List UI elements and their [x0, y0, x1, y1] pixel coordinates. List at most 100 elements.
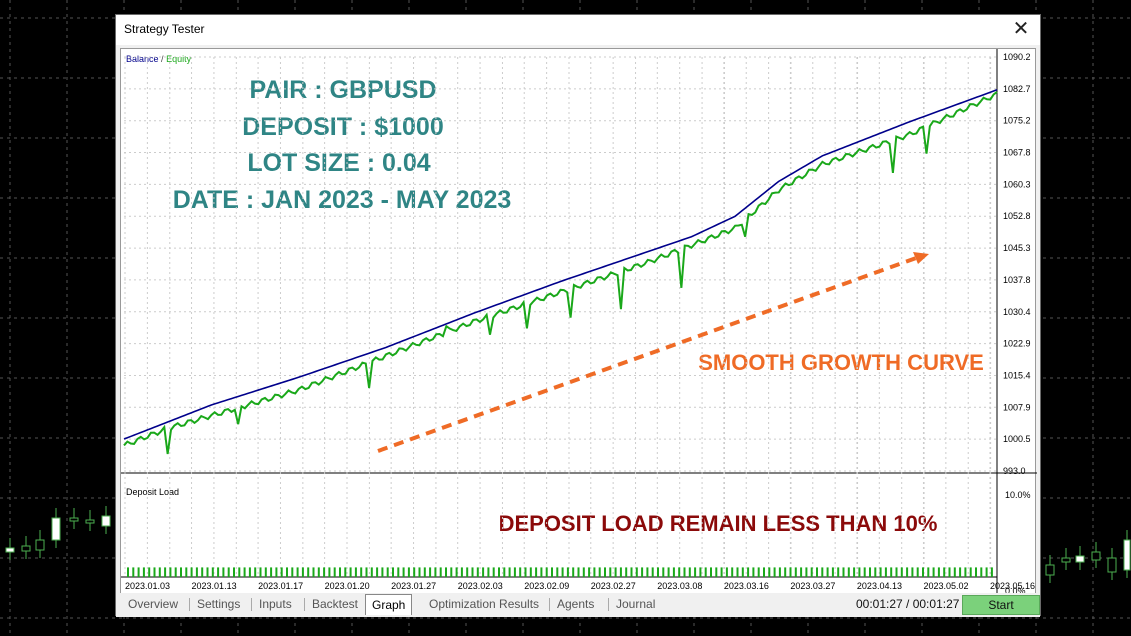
deposit-load-bar: [641, 567, 644, 577]
y-tick-label: 1015.4: [1003, 370, 1031, 380]
legend-balance: Balance: [126, 54, 159, 64]
deposit-load-bar: [503, 567, 506, 577]
tab-settings[interactable]: Settings: [197, 597, 241, 611]
deposit-load-bar: [529, 567, 532, 577]
tab-inputs[interactable]: Inputs: [259, 597, 292, 611]
deposit-load-bar: [990, 567, 993, 577]
growth-annotation: SMOOTH GROWTH CURVE: [698, 350, 984, 375]
tab-journal[interactable]: Journal: [616, 597, 656, 611]
deposit-load-bar: [937, 567, 940, 577]
deposit-load-bar: [890, 567, 893, 577]
close-icon[interactable]: ✕: [1012, 18, 1030, 40]
deposit-load-bar: [593, 567, 596, 577]
deposit-load-bar: [895, 567, 898, 577]
deposit-load-bar: [545, 567, 548, 577]
deposit-load-bar: [540, 567, 543, 577]
legend: Balance / Equity: [126, 54, 192, 64]
info-deposit: DEPOSIT : $1000: [242, 113, 443, 141]
deposit-load-bar: [773, 567, 776, 577]
deposit-load-bar: [916, 567, 919, 577]
deposit-load-bar: [768, 567, 771, 577]
deposit-load-bar: [551, 567, 553, 577]
deposit-load-bar: [763, 567, 765, 577]
deposit-load-bar: [158, 567, 161, 577]
tab-separator: [304, 598, 305, 611]
deposit-load-bar: [980, 567, 983, 577]
strategy-tester-window: Strategy Tester ✕ Balance / Equity PAIR …: [115, 14, 1041, 617]
tab-agents[interactable]: Agents: [557, 597, 595, 611]
info-lot-size: LOT SIZE : 0.04: [247, 149, 430, 177]
x-tick-label: 2023.05.16: [990, 581, 1035, 591]
tab-graph[interactable]: Graph: [365, 594, 413, 615]
deposit-load-bar: [646, 567, 649, 577]
deposit-load-bar: [270, 567, 273, 577]
deposit-load-bar: [254, 567, 257, 577]
deposit-load-bar: [439, 567, 442, 577]
deposit-load-bar: [180, 567, 182, 577]
balance-equity-chart: Balance / Equity PAIR : GBPUSD DEPOSIT :…: [121, 49, 1037, 595]
y-tick-label: 1090.2: [1003, 52, 1031, 62]
deposit-load-bar: [127, 567, 129, 577]
tab-bar: 00:01:27 / 00:01:27 Start Overview Settin…: [116, 593, 1040, 617]
deposit-load-bar: [561, 567, 564, 577]
start-button[interactable]: Start: [962, 595, 1040, 615]
deposit-load-bar: [837, 567, 840, 577]
deposit-load-bar: [164, 567, 167, 577]
deposit-load-bar: [227, 567, 230, 577]
deposit-load-bar: [132, 567, 135, 577]
deposit-load-bar: [519, 567, 522, 577]
deposit-load-bar: [280, 567, 283, 577]
deposit-load-bar: [376, 567, 379, 577]
tab-overview[interactable]: Overview: [128, 597, 179, 611]
balance-line: [123, 89, 998, 440]
deposit-load-bar: [577, 567, 580, 577]
deposit-load-bar: [349, 567, 352, 577]
deposit-load-bar: [911, 567, 914, 577]
deposit-load-bar: [794, 567, 797, 577]
deposit-load-bar: [291, 567, 294, 577]
deposit-load-bar: [662, 567, 665, 577]
deposit-load-bar: [275, 567, 278, 577]
info-date: DATE : JAN 2023 - MAY 2023: [173, 186, 512, 214]
deposit-load-bar: [789, 567, 792, 577]
deposit-load-bar: [704, 567, 707, 577]
x-tick-label: 2023.01.03: [125, 581, 170, 591]
deposit-load-bar: [264, 567, 267, 577]
deposit-load-bar: [471, 567, 474, 577]
deposit-load-bar: [667, 567, 670, 577]
deposit-load-bar: [492, 567, 495, 577]
title-bar: Strategy Tester ✕: [116, 15, 1040, 45]
deposit-load-bar: [328, 567, 331, 577]
deposit-load-bar: [678, 567, 681, 577]
deposit-load-bar: [747, 567, 750, 577]
deposit-load-bar: [725, 567, 728, 577]
tab-optimization-results[interactable]: Optimization Results: [429, 597, 540, 611]
deposit-load-bar: [826, 567, 829, 577]
deposit-load-bar: [821, 567, 824, 577]
background-candle: [51, 517, 61, 541]
deposit-load-bar: [233, 567, 235, 577]
deposit-load-bar: [339, 567, 341, 577]
tab-separator: [608, 598, 609, 611]
deposit-load-bar: [688, 567, 691, 577]
deposit-load-bar: [312, 567, 315, 577]
deposit-load-bar: [185, 567, 188, 577]
deposit-load-bar: [482, 567, 485, 577]
growth-arrow: [377, 255, 920, 453]
deposit-load-bar: [710, 567, 712, 577]
deposit-load-bar: [222, 567, 225, 577]
deposit-load-bar: [190, 567, 193, 577]
equity-line: [123, 91, 998, 455]
deposit-load-bar: [201, 567, 204, 577]
deposit-load-bar: [407, 567, 410, 577]
x-tick-label: 2023.05.02: [923, 581, 968, 591]
deposit-load-bar: [217, 567, 220, 577]
background-candle: [1075, 555, 1085, 563]
deposit-load-bar: [153, 567, 156, 577]
deposit-load-bar: [842, 567, 845, 577]
deposit-load-bar: [259, 567, 262, 577]
y-tick-label: 1045.3: [1003, 243, 1031, 253]
background-candle: [1107, 557, 1117, 573]
deposit-load-bar: [392, 567, 394, 577]
tab-backtest[interactable]: Backtest: [312, 597, 359, 611]
